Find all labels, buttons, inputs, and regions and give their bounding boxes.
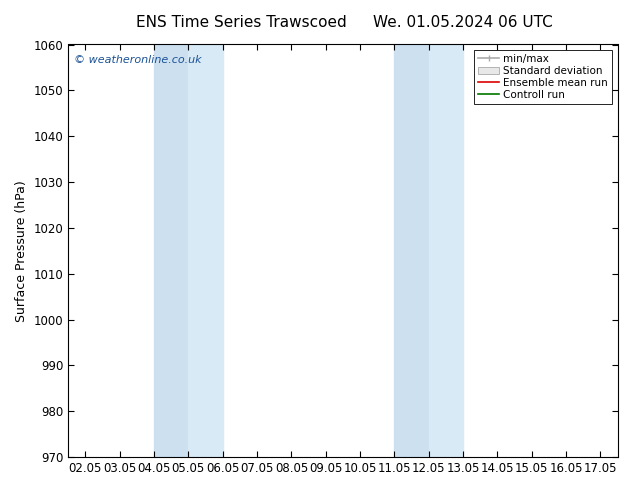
- Bar: [394, 45, 429, 457]
- Bar: [188, 45, 223, 457]
- Legend: min/max, Standard deviation, Ensemble mean run, Controll run: min/max, Standard deviation, Ensemble me…: [474, 49, 612, 104]
- Y-axis label: Surface Pressure (hPa): Surface Pressure (hPa): [15, 180, 28, 322]
- Text: © weatheronline.co.uk: © weatheronline.co.uk: [74, 55, 201, 65]
- Text: We. 01.05.2024 06 UTC: We. 01.05.2024 06 UTC: [373, 15, 553, 30]
- Text: ENS Time Series Trawscoed: ENS Time Series Trawscoed: [136, 15, 346, 30]
- Bar: [429, 45, 463, 457]
- Bar: [154, 45, 188, 457]
